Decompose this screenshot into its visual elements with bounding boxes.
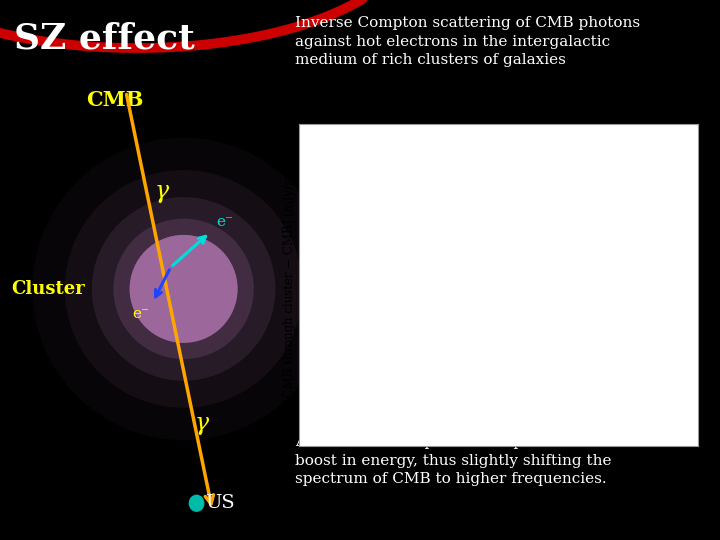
Ellipse shape — [130, 235, 238, 343]
Ellipse shape — [92, 197, 275, 381]
Y-axis label: [CMB through cluster − CMB] (mJy/sr): [CMB through cluster − CMB] (mJy/sr) — [283, 168, 296, 402]
Text: CMB: CMB — [86, 90, 144, 110]
Ellipse shape — [65, 170, 302, 408]
Text: Cluster: Cluster — [11, 280, 84, 298]
Text: Inverse Compton scattering of CMB photons
against hot electrons in the intergala: Inverse Compton scattering of CMB photon… — [295, 16, 640, 67]
Ellipse shape — [189, 495, 204, 512]
Ellipse shape — [114, 219, 254, 359]
Text: e⁻: e⁻ — [132, 307, 149, 321]
Text: γ: γ — [155, 180, 169, 203]
Text: γ: γ — [194, 413, 209, 435]
Text: SZ effect: SZ effect — [14, 22, 195, 56]
Ellipse shape — [130, 235, 238, 343]
Text: US: US — [205, 494, 235, 512]
Text: About 1% of the photons acquire about 1%
boost in energy, thus slightly shifting: About 1% of the photons acquire about 1%… — [295, 435, 628, 486]
Text: e⁻: e⁻ — [216, 215, 233, 230]
